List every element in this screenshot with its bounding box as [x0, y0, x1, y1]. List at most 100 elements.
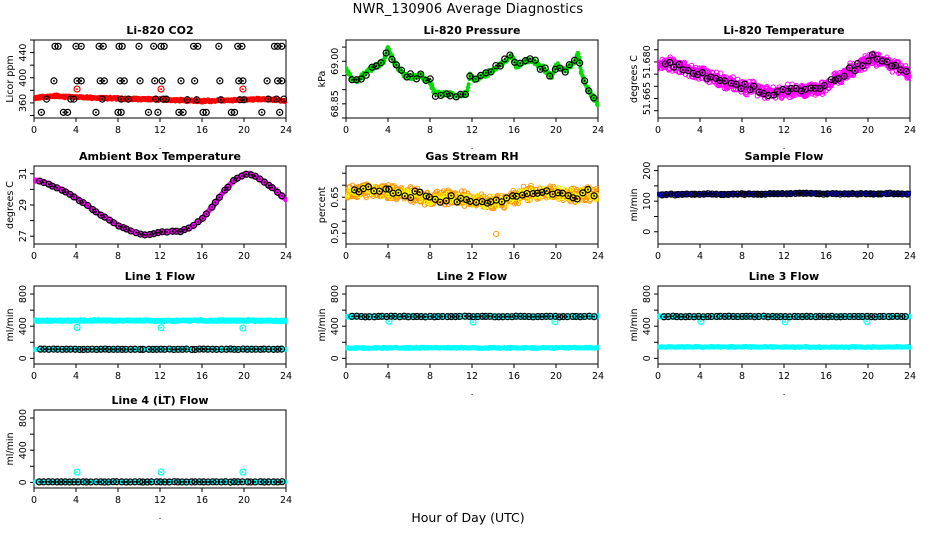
x-tick-label: 12 — [154, 495, 166, 506]
y-tick-label: 0 — [18, 479, 29, 485]
y-tick-label: 31 — [18, 168, 29, 180]
x-tick-label: 24 — [280, 251, 292, 262]
series-line4-cal-spikes — [73, 468, 247, 476]
x-tick-label: 20 — [238, 125, 250, 136]
y-tick-label: 51.680 — [642, 45, 653, 78]
panel-li820-co2: Li-820 CO2 0 4 8 12 16 20 24 360 400 440 Licor ppm. — [6, 24, 312, 150]
x-tick-label: 24 — [904, 125, 916, 136]
y-axis-label: ml/min — [630, 188, 640, 221]
y-axis-label: percent — [318, 187, 328, 224]
x-tick-label: 0 — [343, 251, 349, 262]
series-line2-low-band — [345, 344, 599, 352]
y-axis-label: degrees C — [6, 181, 16, 229]
panel-line3-flow: Line 3 Flow 0 4 8 12 16 20 24 0 400 800 ml/min. — [630, 270, 936, 396]
x-tick-label: 16 — [820, 371, 832, 382]
x-tick-label: 4 — [385, 371, 391, 382]
x-tick-label: 8 — [427, 371, 433, 382]
x-tick-label: 24 — [592, 125, 604, 136]
x-tick-label: 8 — [115, 251, 121, 262]
panel-title: Line 1 Flow — [125, 270, 195, 283]
panel-title: Line 4 (LT) Flow — [112, 394, 209, 407]
x-tick-label: 24 — [592, 251, 604, 262]
axes — [30, 409, 287, 492]
y-tick-label: 800 — [642, 285, 653, 303]
x-tick-label: 4 — [385, 251, 391, 262]
x-tick-label: 8 — [427, 251, 433, 262]
x-axis-label: . — [159, 268, 162, 276]
axes — [30, 285, 287, 368]
panel-line1-flow: Line 1 Flow 0 4 8 12 16 20 24 0 400 800 ml/min. — [6, 270, 312, 396]
series-pressure-hourly — [348, 49, 598, 102]
figure-title: NWR_130906 Average Diagnostics — [352, 2, 584, 17]
x-tick-label: 24 — [280, 371, 292, 382]
x-tick-label: 20 — [238, 371, 250, 382]
x-tick-label: 12 — [154, 251, 166, 262]
y-tick-label: 0 — [642, 229, 653, 235]
x-tick-label: 4 — [385, 125, 391, 136]
y-axis-label: ml/min — [318, 308, 328, 341]
x-tick-label: 4 — [697, 125, 703, 136]
y-tick-label: 0 — [18, 355, 29, 361]
panel-li820-pressure: Li-820 Pressure 0 4 8 12 16 20 24 68.85 69.00 kPa. — [318, 24, 624, 150]
panel-ambient-box-temperature: Ambient Box Temperature 0 4 8 12 16 20 24 27 29 31… — [6, 150, 312, 276]
y-tick-label: 0 — [330, 355, 341, 361]
x-tick-label: 20 — [238, 495, 250, 506]
y-tick-label: 400 — [330, 317, 341, 335]
x-tick-label: 4 — [697, 371, 703, 382]
x-tick-label: 12 — [778, 371, 790, 382]
series-temp-hourly — [661, 51, 910, 100]
series-line2-hourly — [348, 312, 598, 321]
x-tick-label: 0 — [655, 125, 661, 136]
x-tick-label: 4 — [73, 371, 79, 382]
x-tick-label: 12 — [778, 251, 790, 262]
x-tick-label: 12 — [466, 251, 478, 262]
x-tick-label: 4 — [73, 125, 79, 136]
series-sample-flow-hourly — [658, 189, 911, 199]
x-axis-label: . — [783, 388, 786, 396]
y-tick-label: 100 — [642, 192, 653, 210]
x-axis-label: . — [159, 512, 162, 520]
y-tick-label: 800 — [18, 285, 29, 303]
line4-lt-flow-chart: Line 4 (LT) Flow 0 4 8 12 16 20 24 0 400 800ml/min… — [6, 394, 292, 520]
series-rh-hourly — [350, 183, 598, 207]
series-line3-low-band — [657, 343, 911, 351]
x-tick-label: 8 — [115, 495, 121, 506]
x-tick-label: 4 — [73, 251, 79, 262]
x-axis-global-label: Hour of Day (UTC) — [411, 510, 525, 525]
y-tick-label: 400 — [18, 317, 29, 335]
x-tick-label: 4 — [73, 495, 79, 506]
x-tick-label: 8 — [739, 251, 745, 262]
y-tick-label: 51.665 — [642, 82, 653, 115]
x-tick-label: 8 — [115, 125, 121, 136]
series-cal-450 — [51, 42, 286, 50]
axes — [654, 165, 911, 248]
y-axis-label: ml/min — [6, 432, 16, 465]
x-tick-label: 16 — [196, 495, 208, 506]
panel-title: Ambient Box Temperature — [79, 150, 241, 163]
y-tick-label: 440 — [18, 44, 29, 62]
y-axis-label: degrees C — [630, 55, 640, 103]
x-tick-label: 0 — [343, 371, 349, 382]
x-tick-label: 8 — [739, 371, 745, 382]
panel-title: Line 2 Flow — [437, 270, 507, 283]
x-axis-label: . — [471, 268, 474, 276]
x-tick-label: 12 — [154, 371, 166, 382]
x-axis-label: . — [471, 142, 474, 150]
series-cal-395 — [50, 77, 286, 85]
axes — [30, 165, 287, 248]
li820-temperature-chart: Li-820 Temperature 0 4 8 12 16 20 24 51.665 51.68… — [630, 24, 916, 150]
series-line1-hourly — [36, 345, 286, 354]
panel-sample-flow: Sample Flow 0 4 8 12 16 20 24 0 100 200 ml/min. — [630, 150, 936, 276]
y-tick-label: 400 — [18, 69, 29, 87]
y-tick-label: 69.00 — [330, 48, 341, 75]
axes — [342, 165, 599, 248]
x-tick-label: 12 — [778, 125, 790, 136]
x-tick-label: 20 — [862, 371, 874, 382]
axes — [342, 285, 599, 368]
x-tick-label: 16 — [820, 125, 832, 136]
